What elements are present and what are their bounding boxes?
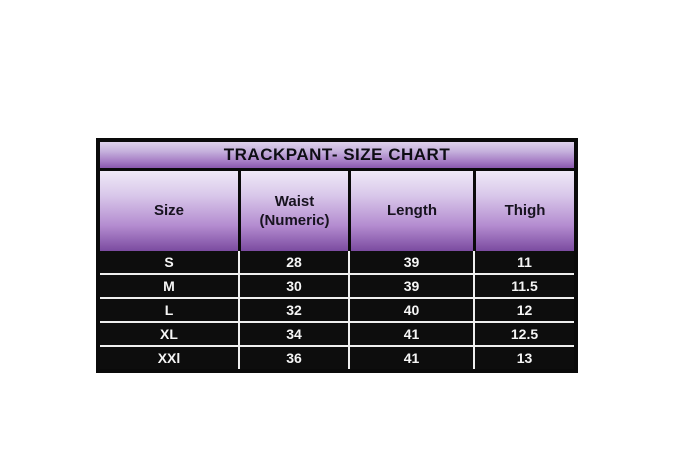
header-cell-length: Length <box>348 171 473 251</box>
cell-waist: 28 <box>238 251 348 273</box>
header-cell-size: Size <box>100 171 238 251</box>
table-row: S 28 39 11 <box>100 251 574 273</box>
cell-size: M <box>163 278 175 294</box>
cell-thigh: 11.5 <box>473 275 574 297</box>
header-label-length: Length <box>387 202 437 220</box>
cell-thigh: 12 <box>473 299 574 321</box>
cell-length: 39 <box>348 275 473 297</box>
cell-size: XL <box>160 326 178 342</box>
cell-thigh: 12.5 <box>473 323 574 345</box>
cell-thigh: 11 <box>473 251 574 273</box>
cell-waist: 36 <box>238 347 348 369</box>
cell-length: 39 <box>348 251 473 273</box>
cell-waist: 34 <box>238 323 348 345</box>
header-label-waist-line2: (Numeric) <box>259 212 330 229</box>
table-row: XL 34 41 12.5 <box>100 321 574 345</box>
cell-size: L <box>164 302 174 318</box>
table-header-row: Size Waist (Numeric) Length Thigh <box>100 171 574 251</box>
table-row: XXl 36 41 13 <box>100 345 574 369</box>
header-label-waist-line1: Waist <box>274 192 315 210</box>
header-cell-thigh: Thigh <box>473 171 574 251</box>
cell-waist: 32 <box>238 299 348 321</box>
cell-thigh: 13 <box>473 347 574 369</box>
cell-size: S <box>164 254 174 270</box>
header-label-thigh: Thigh <box>504 202 546 220</box>
cell-waist: 30 <box>238 275 348 297</box>
header-label-size: Size <box>153 202 184 220</box>
table-title-bar: TRACKPANT- SIZE CHART <box>100 142 574 171</box>
table-row: L 32 40 12 <box>100 297 574 321</box>
header-cell-waist: Waist (Numeric) <box>238 171 348 251</box>
cell-length: 41 <box>348 347 473 369</box>
table-title: TRACKPANT- SIZE CHART <box>223 145 451 164</box>
table-row: M 30 39 11.5 <box>100 273 574 297</box>
cell-length: 40 <box>348 299 473 321</box>
cell-length: 41 <box>348 323 473 345</box>
size-chart-table: TRACKPANT- SIZE CHART Size Waist (Numeri… <box>96 138 578 373</box>
cell-size: XXl <box>157 350 181 366</box>
